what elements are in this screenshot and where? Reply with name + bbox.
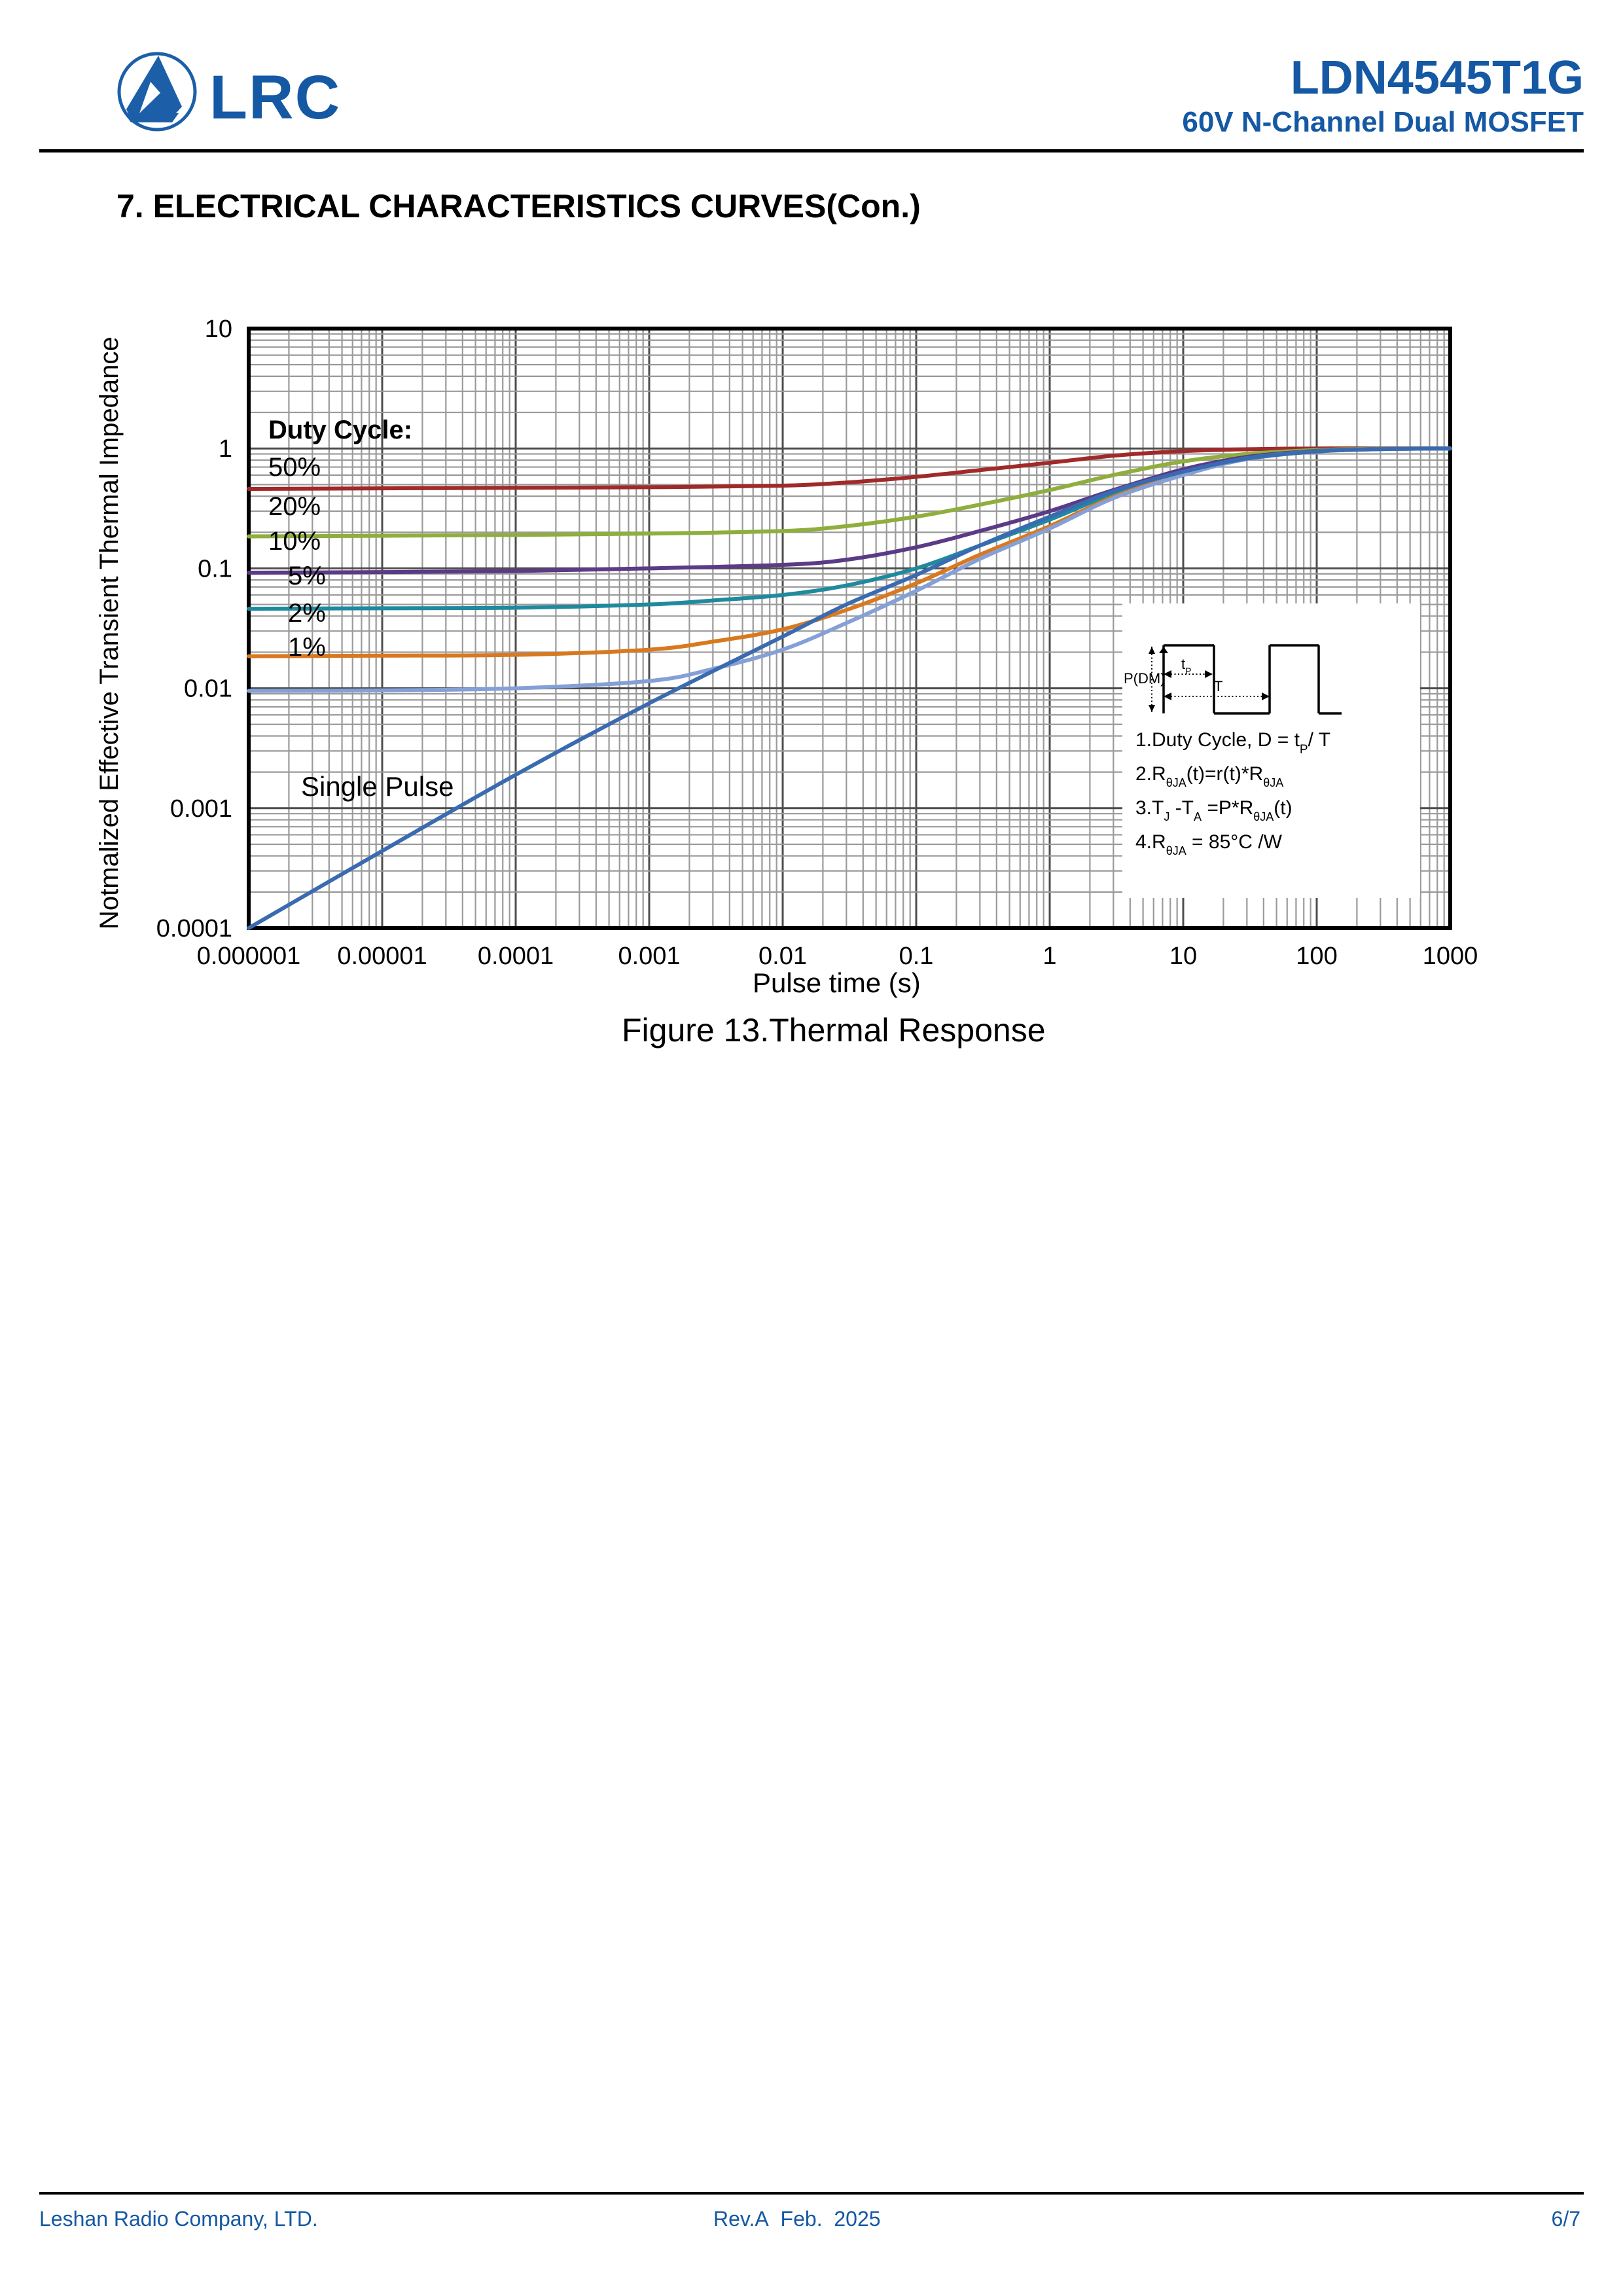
svg-text:0.1: 0.1 xyxy=(198,555,232,583)
svg-text:1.Duty Cycle, D = tP/ T: 1.Duty Cycle, D = tP/ T xyxy=(1135,729,1330,757)
svg-text:0.001: 0.001 xyxy=(170,795,232,823)
svg-text:2.RθJA(t)=r(t)*RθJA: 2.RθJA(t)=r(t)*RθJA xyxy=(1135,763,1283,789)
svg-text:0.01: 0.01 xyxy=(184,675,232,703)
svg-text:1: 1 xyxy=(219,435,232,463)
svg-text:0.1: 0.1 xyxy=(899,942,934,970)
svg-text:0.001: 0.001 xyxy=(618,942,680,970)
svg-text:0.000001: 0.000001 xyxy=(197,942,301,970)
svg-text:0.01: 0.01 xyxy=(758,942,807,970)
svg-text:4.RθJA = 85°C /W: 4.RθJA = 85°C /W xyxy=(1135,831,1283,857)
svg-text:0.00001: 0.00001 xyxy=(337,942,427,970)
svg-text:10: 10 xyxy=(1169,942,1197,970)
svg-text:T: T xyxy=(1214,678,1222,694)
svg-text:3.TJ -TA =P*RθJA(t): 3.TJ -TA =P*RθJA(t) xyxy=(1135,797,1293,823)
svg-text:10: 10 xyxy=(205,315,232,343)
svg-text:P(DM): P(DM) xyxy=(1124,670,1166,687)
svg-text:1000: 1000 xyxy=(1423,942,1478,970)
svg-text:1: 1 xyxy=(1043,942,1056,970)
svg-text:0.0001: 0.0001 xyxy=(478,942,554,970)
svg-text:100: 100 xyxy=(1296,942,1337,970)
svg-text:tP: tP xyxy=(1181,656,1191,676)
svg-text:0.0001: 0.0001 xyxy=(156,915,232,942)
